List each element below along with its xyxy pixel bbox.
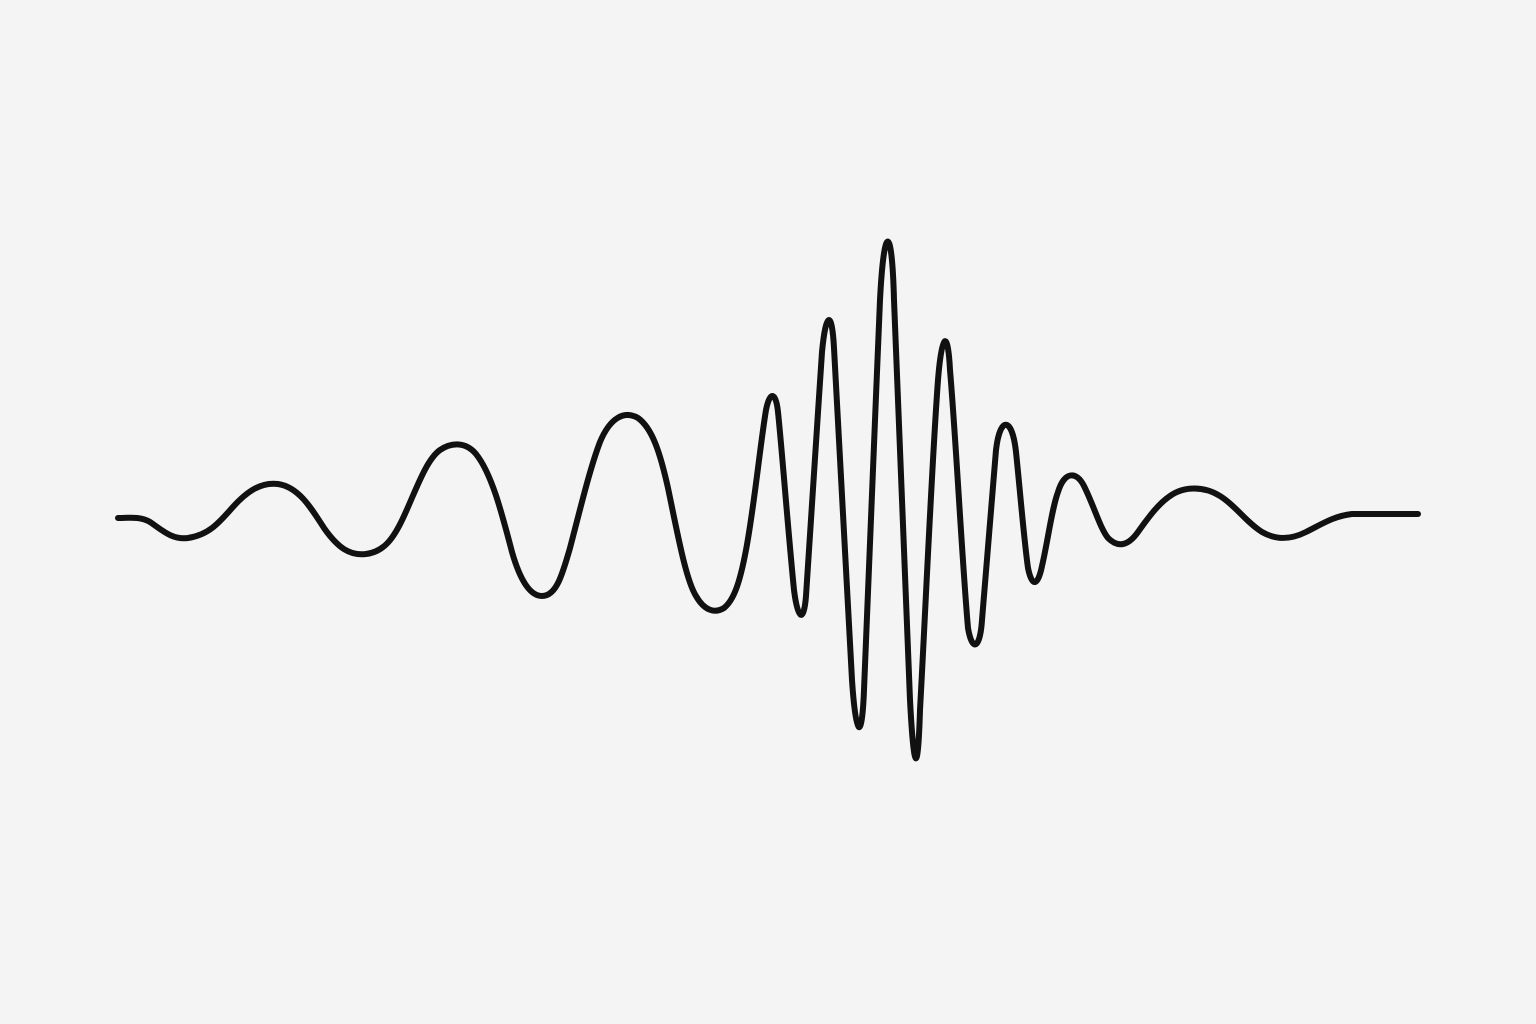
waveform-line bbox=[115, 238, 1421, 762]
